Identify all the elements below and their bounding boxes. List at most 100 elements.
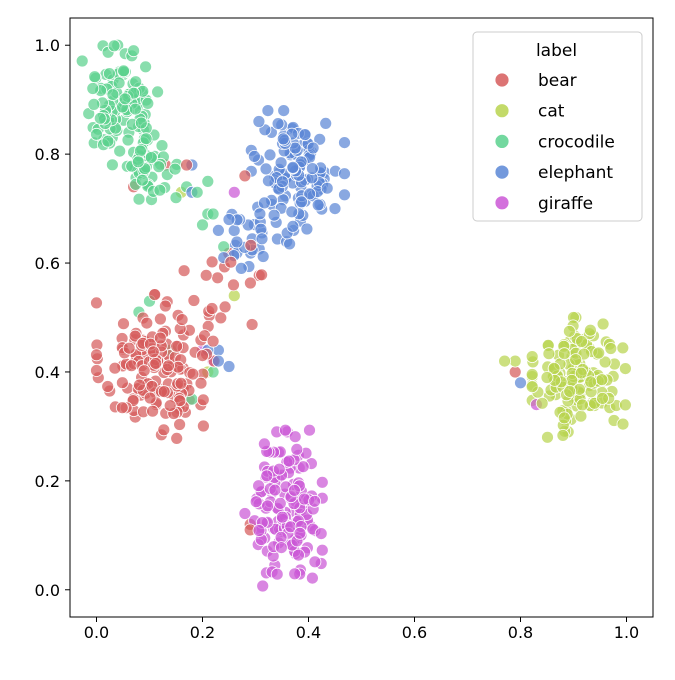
point-crocodile [168,162,182,176]
legend-label-giraffe: giraffe [538,194,593,214]
point-crocodile [121,133,135,147]
point-crocodile [86,82,100,95]
point-elephant [271,117,285,130]
point-elephant [306,141,320,155]
point-crocodile [118,92,132,106]
point-bear [245,318,259,331]
point-cat [525,350,539,364]
legend-label-cat: cat [538,102,565,122]
point-giraffe [261,499,275,513]
point-elephant [320,181,334,195]
point-giraffe [288,430,302,444]
point-bear [196,393,210,407]
x-tick-label: 0.0 [84,623,109,642]
point-bear [122,341,136,355]
point-cat [616,417,630,431]
legend-marker-giraffe [494,195,510,211]
point-crocodile [93,111,107,125]
point-giraffe [268,483,282,497]
point-bear [206,334,220,348]
point-giraffe [256,579,270,593]
x-tick-label: 1.0 [614,623,639,642]
point-elephant [211,223,225,237]
point-crocodile [135,173,149,187]
point-giraffe [257,437,271,451]
point-crocodile [217,240,231,254]
point-cat [569,353,583,367]
point-elephant [305,162,319,176]
point-cat [557,347,571,361]
point-elephant [286,219,300,233]
point-elephant [255,232,269,246]
point-bear [199,268,213,282]
point-bear [173,418,187,431]
point-bear [146,345,160,359]
y-tick-label: 0.8 [35,145,60,164]
point-cat [541,430,554,444]
point-crocodile [75,54,89,68]
point-cat [574,366,588,380]
point-giraffe [308,494,322,508]
point-crocodile [112,76,126,90]
point-elephant [300,222,314,236]
point-giraffe [296,460,310,474]
point-bear [132,378,146,392]
point-elephant [222,213,236,226]
point-elephant [311,198,325,212]
point-crocodile [139,132,153,146]
point-bear [211,271,225,285]
point-cat [604,342,618,355]
point-elephant [261,174,275,188]
point-bear [205,302,219,315]
legend-title: label [536,41,577,61]
point-bear [158,299,172,313]
point-giraffe [274,541,288,554]
point-crocodile [103,67,116,80]
point-giraffe [273,496,287,510]
point-bear [177,264,191,278]
point-cat [575,335,588,348]
point-crocodile [101,134,115,148]
point-crocodile [144,151,158,164]
point-elephant [286,160,300,174]
point-cat [563,324,576,338]
point-bear [196,349,209,363]
point-elephant [222,360,236,373]
legend: label bear cat crocodile elephant giraffe [472,31,643,222]
point-bear [180,158,194,172]
point-elephant [285,205,299,219]
point-elephant [514,376,527,390]
point-elephant [263,148,277,162]
point-cat [525,368,539,381]
point-bear [115,401,129,415]
point-elephant [303,187,317,201]
point-elephant [328,202,342,216]
point-elephant [267,208,281,222]
point-bear [137,364,151,378]
legend-label-elephant: elephant [538,163,613,183]
point-bear [205,255,219,269]
point-crocodile [155,139,169,153]
point-cat [619,362,632,376]
point-giraffe [314,527,328,540]
point-crocodile [139,60,153,74]
x-tick-label: 0.4 [296,623,321,642]
point-bear [508,365,522,379]
point-bear [218,300,232,314]
point-giraffe [260,469,274,483]
point-elephant [276,175,289,189]
point-cat [574,409,588,423]
point-cat [598,355,612,369]
point-elephant [338,167,351,181]
point-elephant [261,104,275,117]
point-crocodile [107,39,121,53]
point-crocodile [206,207,220,221]
point-bear [255,268,269,282]
point-elephant [277,104,291,117]
point-cat [556,428,570,442]
point-cat [596,391,609,405]
point-elephant [274,156,288,170]
point-cat [619,398,632,412]
legend-box [472,31,643,222]
